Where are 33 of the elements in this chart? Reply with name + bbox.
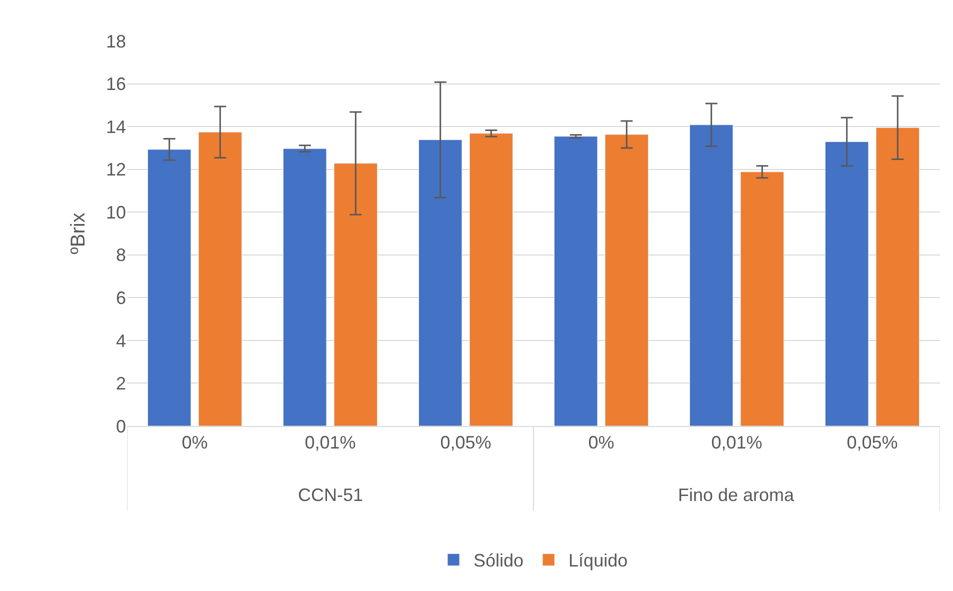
y-tick-label: 4 (116, 330, 126, 351)
text: Fino de aroma (678, 485, 796, 505)
y-tick-label: 12 (106, 160, 126, 180)
bar (469, 133, 513, 426)
y-tick-label: 14 (106, 116, 126, 137)
text: CCN-51 (298, 485, 364, 505)
y-tick-label: 8 (116, 245, 126, 266)
bar (740, 172, 784, 426)
y-tick-label: 10 (106, 202, 126, 222)
x-tick-label: 0% (588, 432, 614, 453)
bar (418, 140, 462, 426)
x-tick-label: 0,01% (304, 432, 356, 453)
y-tick-label: 16 (106, 74, 126, 94)
y-tick-label: 0 (116, 416, 126, 436)
bar (876, 127, 920, 426)
bar (148, 149, 192, 426)
x-tick-label: 0% (182, 432, 208, 453)
bar (690, 124, 734, 426)
y-tick-label: 6 (116, 288, 126, 308)
bar (283, 148, 327, 426)
x-tick-label: 0,05% (440, 432, 492, 453)
y-tick-label: 18 (106, 31, 126, 52)
bar (198, 132, 242, 426)
y-tick-label: 2 (116, 374, 126, 394)
legend-label: Líquido (568, 550, 628, 571)
y-axis-title: ºBrix (67, 212, 90, 254)
bar (554, 136, 598, 426)
x-tick-label: 0,05% (846, 432, 898, 453)
legend-label: Sólido (474, 550, 524, 571)
bar (825, 141, 869, 426)
bar (604, 134, 648, 426)
x-tick-label: 0,01% (711, 432, 762, 453)
bar (334, 163, 378, 426)
